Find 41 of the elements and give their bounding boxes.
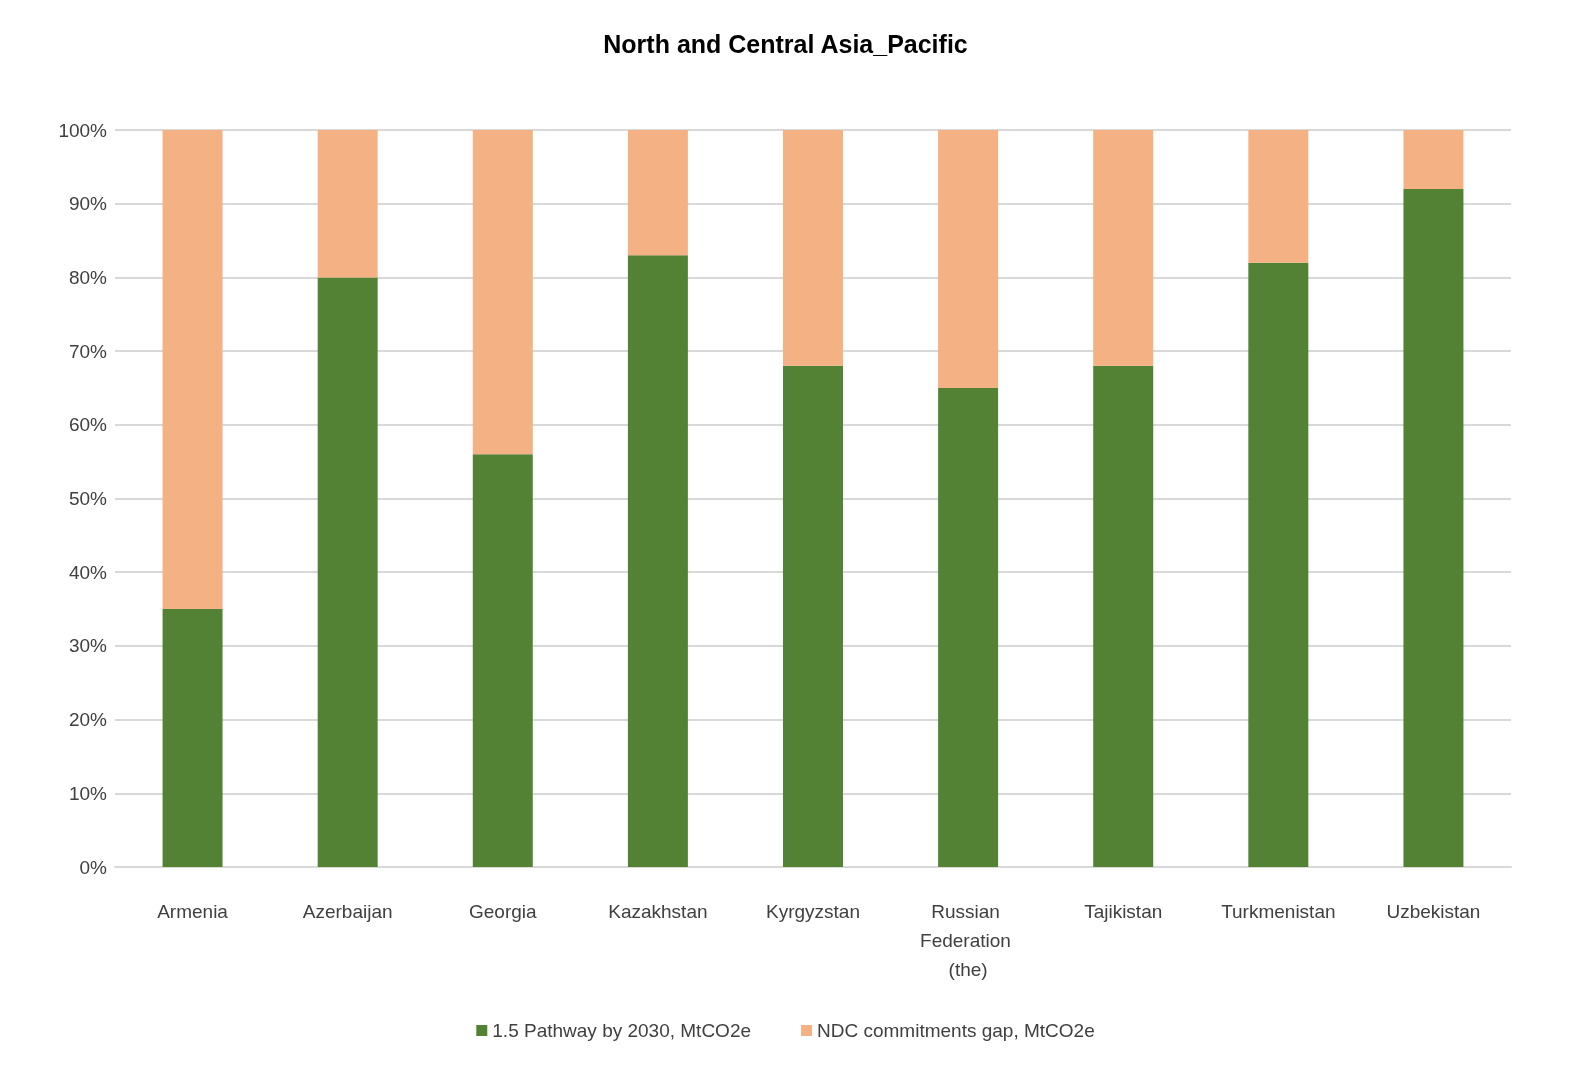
- chart-title: North and Central Asia_Pacific: [603, 29, 968, 58]
- y-tick-label: 70%: [68, 340, 108, 362]
- bar: [783, 130, 843, 366]
- bar: [1248, 262, 1309, 867]
- bar: [162, 130, 223, 610]
- x-tick-label: Azerbaijan: [302, 901, 393, 922]
- bar: [317, 277, 378, 867]
- bar: [1403, 130, 1464, 189]
- bar: [472, 454, 533, 867]
- y-tick-label: 10%: [68, 782, 108, 804]
- bar: [162, 609, 223, 867]
- x-tick-label: Georgia: [468, 901, 537, 922]
- bar: [1403, 188, 1464, 867]
- y-tick-label: 30%: [68, 635, 108, 657]
- bar: [1093, 130, 1154, 366]
- x-tick-label: Tajikistan: [1084, 901, 1163, 922]
- y-tick-label: 40%: [68, 561, 108, 583]
- x-tick-label: Armenia: [157, 901, 229, 922]
- y-tick-label: 50%: [68, 488, 108, 509]
- x-tick-label: Russian Federation (the): [920, 901, 1017, 980]
- bar: [317, 130, 378, 278]
- x-tick-label: Uzbekistan: [1386, 901, 1481, 922]
- bar: [1093, 365, 1154, 867]
- bar: [472, 130, 533, 455]
- y-tick-label: 0%: [79, 856, 108, 878]
- y-tick-label: 20%: [68, 709, 108, 731]
- legend-label: NDC commitments gap, MtCO2e: [817, 1020, 1095, 1041]
- x-tick-label: Turkmenistan: [1221, 901, 1336, 922]
- y-tick-label: 90%: [68, 193, 108, 215]
- x-tick-label: Kazakhstan: [608, 901, 708, 922]
- bar: [783, 365, 843, 867]
- y-tick-label: 80%: [68, 266, 108, 288]
- y-tick-label: 60%: [68, 414, 108, 436]
- x-tick-label: Kyrgyzstan: [766, 901, 860, 922]
- bar: [627, 255, 688, 867]
- y-tick-label: 100%: [58, 119, 108, 141]
- bar: [938, 130, 999, 388]
- legend-label: 1.5 Pathway by 2030, MtCO2e: [492, 1020, 752, 1041]
- bar: [1248, 130, 1309, 263]
- bar: [938, 387, 999, 867]
- bar: [627, 130, 688, 256]
